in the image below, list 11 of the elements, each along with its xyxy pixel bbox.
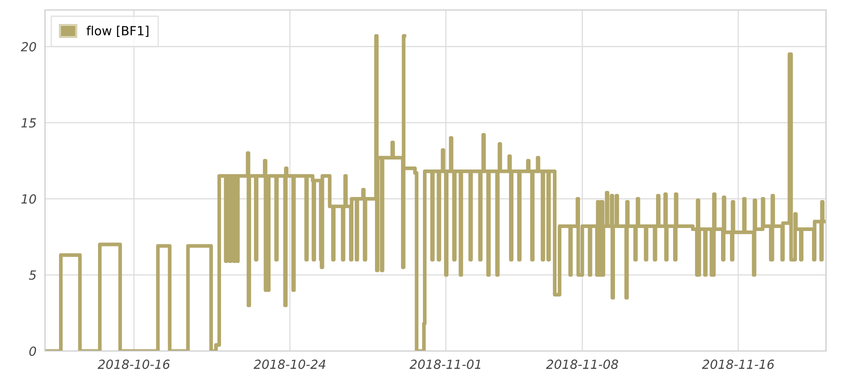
y-tick-label: 10 [21, 194, 36, 204]
legend-label: flow [BF1] [86, 26, 148, 37]
x-tick-label: 2018-10-24 [254, 360, 326, 370]
y-tick-label: 15 [21, 118, 36, 128]
x-tick-label: 2018-11-16 [702, 360, 774, 370]
y-tick-label: 5 [28, 270, 36, 280]
x-tick-label: 2018-11-01 [410, 360, 480, 370]
x-tick-label: 2018-10-16 [98, 360, 170, 370]
y-tick-label: 20 [20, 42, 36, 52]
x-tick-label: 2018-11-08 [546, 360, 618, 370]
y-tick-label: 0 [29, 346, 36, 356]
